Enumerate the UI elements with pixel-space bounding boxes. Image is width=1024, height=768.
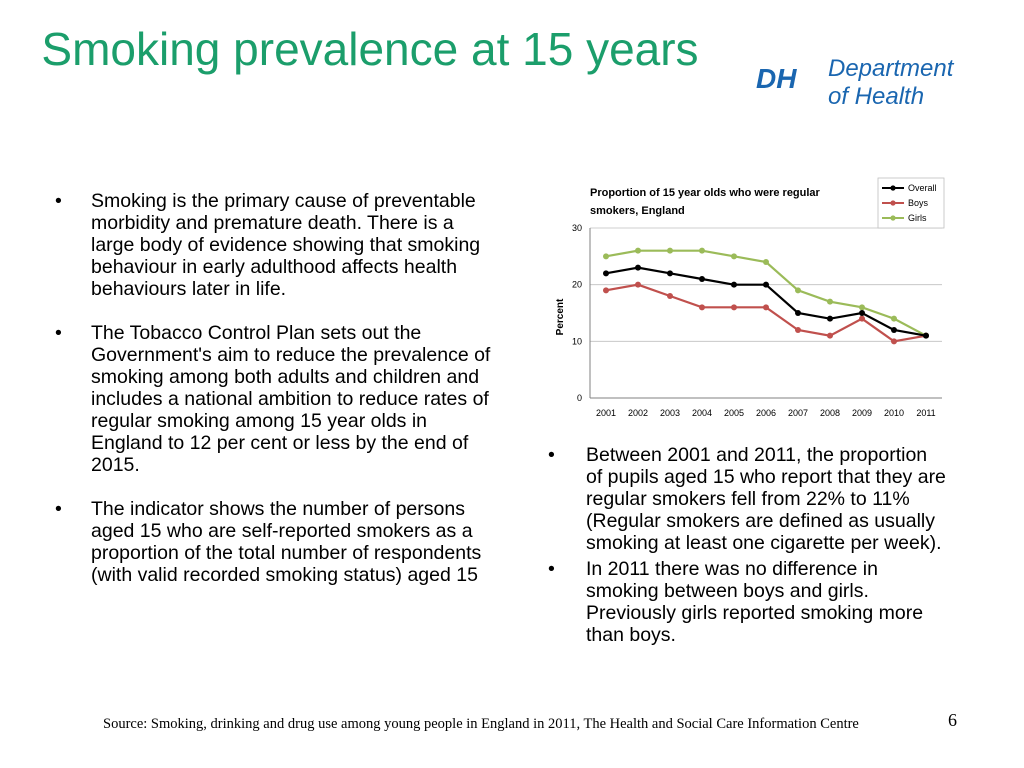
data-point-girls — [667, 247, 673, 254]
data-point-boys — [603, 287, 609, 294]
y-tick-label: 20 — [572, 280, 582, 290]
right-bullet-list: • Between 2001 and 2011, the proportion o… — [548, 444, 948, 650]
data-point-boys — [667, 293, 673, 299]
data-point-overall — [827, 315, 833, 322]
x-tick-label: 2011 — [916, 408, 935, 418]
data-point-boys — [795, 327, 801, 333]
data-point-girls — [603, 253, 609, 260]
bullet-icon: • — [548, 444, 555, 466]
data-point-overall — [635, 264, 641, 271]
bullet-icon: • — [55, 498, 62, 520]
data-point-boys — [891, 338, 897, 345]
y-axis-label: Percent — [555, 298, 566, 335]
legend-marker-overall — [890, 185, 896, 191]
data-point-overall — [859, 310, 865, 316]
bullet-text: The Tobacco Control Plan sets out the Go… — [91, 322, 491, 476]
left-bullet-item: • The indicator shows the number of perso… — [55, 498, 495, 586]
x-tick-label: 2010 — [884, 408, 904, 418]
slide-title: Smoking prevalence at 15 years — [41, 23, 699, 75]
chart-title-line2: smokers, England — [590, 205, 685, 217]
data-point-girls — [859, 304, 865, 311]
y-tick-label: 10 — [572, 336, 582, 346]
data-point-overall — [699, 276, 705, 282]
data-point-boys — [731, 304, 737, 311]
logo-line1: Department — [828, 55, 955, 82]
x-tick-label: 2001 — [596, 408, 616, 418]
x-tick-label: 2002 — [628, 408, 648, 418]
data-point-overall — [891, 327, 897, 333]
source-citation: Source: Smoking, drinking and drug use a… — [103, 716, 859, 732]
logo-line2: of Health — [828, 83, 924, 110]
y-tick-label: 0 — [577, 393, 582, 403]
legend-label-overall: Overall — [908, 183, 937, 193]
x-tick-label: 2006 — [756, 408, 776, 418]
bullet-text: The indicator shows the number of person… — [91, 498, 482, 586]
page-number: 6 — [948, 710, 957, 730]
smoking-line-chart: Proportion of 15 year olds who were regu… — [555, 177, 945, 418]
chart-title-line1: Proportion of 15 year olds who were regu… — [590, 187, 821, 199]
bullet-text: Between 2001 and 2011, the proportion of… — [586, 444, 946, 554]
logo-mark: DH — [756, 63, 797, 94]
bullet-icon: • — [55, 322, 62, 344]
right-bullet-item: • In 2011 there was no difference in smok… — [548, 558, 948, 646]
x-tick-label: 2005 — [724, 408, 744, 418]
bullet-text: Smoking is the primary cause of preventa… — [91, 190, 481, 300]
data-point-overall — [731, 281, 737, 288]
data-point-girls — [891, 315, 897, 322]
series-line-overall — [605, 266, 927, 337]
legend-label-girls: Girls — [908, 213, 927, 223]
data-point-overall — [667, 270, 673, 277]
data-point-boys — [763, 304, 769, 311]
data-point-girls — [763, 259, 769, 265]
legend-label-boys: Boys — [908, 198, 929, 208]
legend-marker-girls — [890, 215, 896, 221]
left-bullet-item: • The Tobacco Control Plan sets out the G… — [55, 322, 495, 476]
left-bullet-item: • Smoking is the primary cause of prevent… — [55, 190, 495, 300]
left-bullet-list: • Smoking is the primary cause of prevent… — [55, 190, 495, 608]
data-point-girls — [731, 253, 737, 260]
x-tick-label: 2004 — [692, 408, 712, 418]
x-tick-label: 2008 — [820, 408, 840, 418]
data-point-girls — [635, 247, 641, 254]
x-tick-label: 2009 — [852, 408, 872, 418]
right-bullet-item: • Between 2001 and 2011, the proportion o… — [548, 444, 948, 554]
bullet-icon: • — [548, 558, 555, 580]
data-point-boys — [859, 315, 865, 322]
bullet-text: In 2011 there was no difference in smoki… — [586, 558, 924, 646]
data-point-overall — [603, 270, 609, 277]
data-point-overall — [923, 332, 929, 339]
y-tick-label: 30 — [572, 223, 582, 233]
data-point-boys — [827, 332, 833, 339]
data-point-girls — [827, 298, 833, 305]
data-point-boys — [635, 281, 641, 288]
data-point-girls — [795, 287, 801, 294]
data-point-overall — [763, 281, 769, 288]
data-point-girls — [699, 247, 705, 254]
x-tick-label: 2007 — [788, 408, 808, 418]
legend-marker-boys — [890, 200, 896, 206]
bullet-icon: • — [55, 190, 62, 212]
department-of-health-logo: DH Department of Health — [745, 45, 955, 114]
data-point-overall — [795, 310, 801, 316]
data-point-boys — [699, 304, 705, 311]
x-tick-label: 2003 — [660, 408, 680, 418]
